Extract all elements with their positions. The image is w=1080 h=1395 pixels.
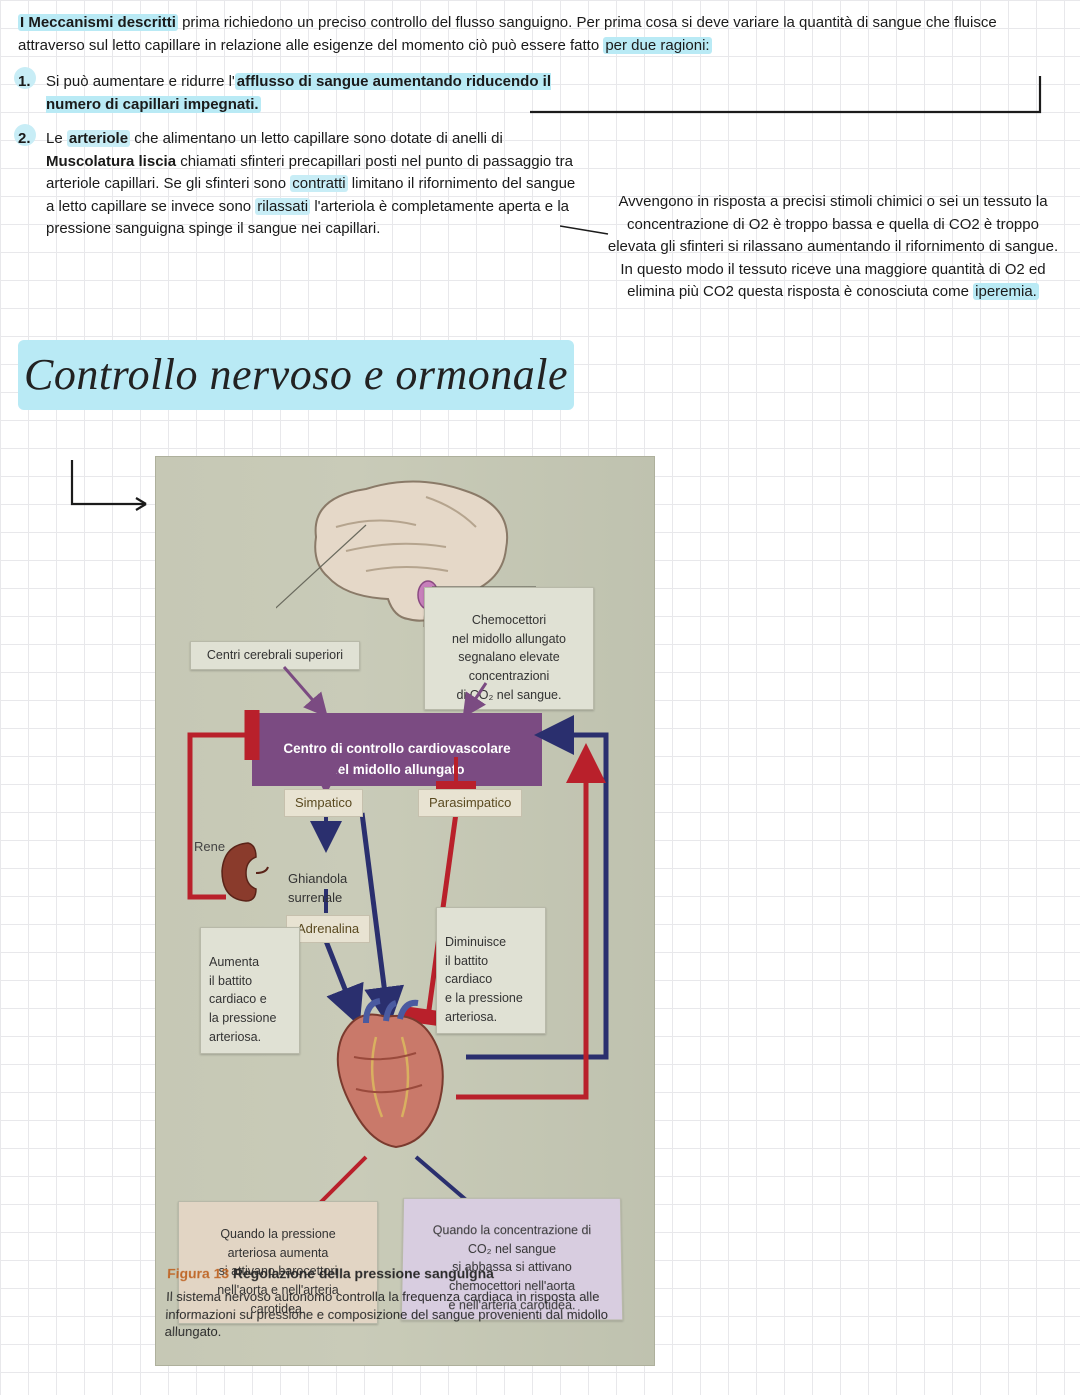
li2-f: contratti bbox=[290, 175, 347, 192]
label-simpatico-text: Simpatico bbox=[295, 795, 352, 810]
label-aumenta-text: Aumenta il battito cardiaco e la pressio… bbox=[209, 955, 276, 1044]
connector-line-1 bbox=[530, 76, 1060, 116]
figure-caption: Figura 13 Regolazione della pressione sa… bbox=[164, 1264, 645, 1341]
list-item-1: Si può aumentare e ridurre l'afflusso di… bbox=[18, 71, 578, 116]
connector-line-2 bbox=[560, 214, 620, 254]
figure-body: Il sistema nervoso autonomo controlla la… bbox=[164, 1288, 645, 1341]
label-parasimpatico-text: Parasimpatico bbox=[429, 795, 511, 810]
heading-text: Controllo nervoso e ormonale bbox=[18, 340, 574, 410]
li2-h: rilassati bbox=[255, 198, 310, 215]
list-item-2: Le arteriole che alimentano un letto cap… bbox=[18, 128, 578, 241]
li1-a: Si può aumentare e ridurre l' bbox=[46, 73, 235, 90]
figure-title: Regolazione della pressione sanguigna bbox=[229, 1266, 494, 1282]
label-adrenalina-text: Adrenalina bbox=[297, 921, 359, 936]
li2-b: arteriole bbox=[67, 130, 130, 147]
kidney-icon bbox=[212, 837, 272, 907]
intro-paragraph: I Meccanismi descritti prima richiedono … bbox=[18, 12, 1062, 57]
li2-c: che alimentano un letto capillare sono d… bbox=[130, 130, 503, 147]
numbered-list-column: Si può aumentare e ridurre l'afflusso di… bbox=[18, 71, 578, 304]
label-ghiandola: Ghiandola surrenale bbox=[288, 849, 347, 908]
intro-hl-2: per due ragioni: bbox=[603, 37, 711, 54]
figure-number: Figura 13 bbox=[167, 1266, 230, 1282]
heart-icon bbox=[306, 997, 466, 1157]
label-parasimpatico: Parasimpatico bbox=[418, 789, 522, 817]
label-simpatico: Simpatico bbox=[284, 789, 363, 817]
label-aumenta: Aumenta il battito cardiaco e la pressio… bbox=[200, 927, 300, 1054]
right-text-b: iperemia. bbox=[973, 283, 1039, 300]
li2-a: Le bbox=[46, 130, 67, 147]
textbook-diagram: Centri cerebrali superiori Chemocettori … bbox=[155, 456, 655, 1366]
label-ghiandola-text: Ghiandola surrenale bbox=[288, 871, 347, 906]
li2-d: Muscolatura liscia bbox=[46, 153, 176, 170]
section-heading: Controllo nervoso e ormonale bbox=[18, 340, 1062, 410]
arrow-to-diagram bbox=[66, 460, 136, 516]
intro-hl-1: I Meccanismi descritti bbox=[18, 14, 178, 31]
